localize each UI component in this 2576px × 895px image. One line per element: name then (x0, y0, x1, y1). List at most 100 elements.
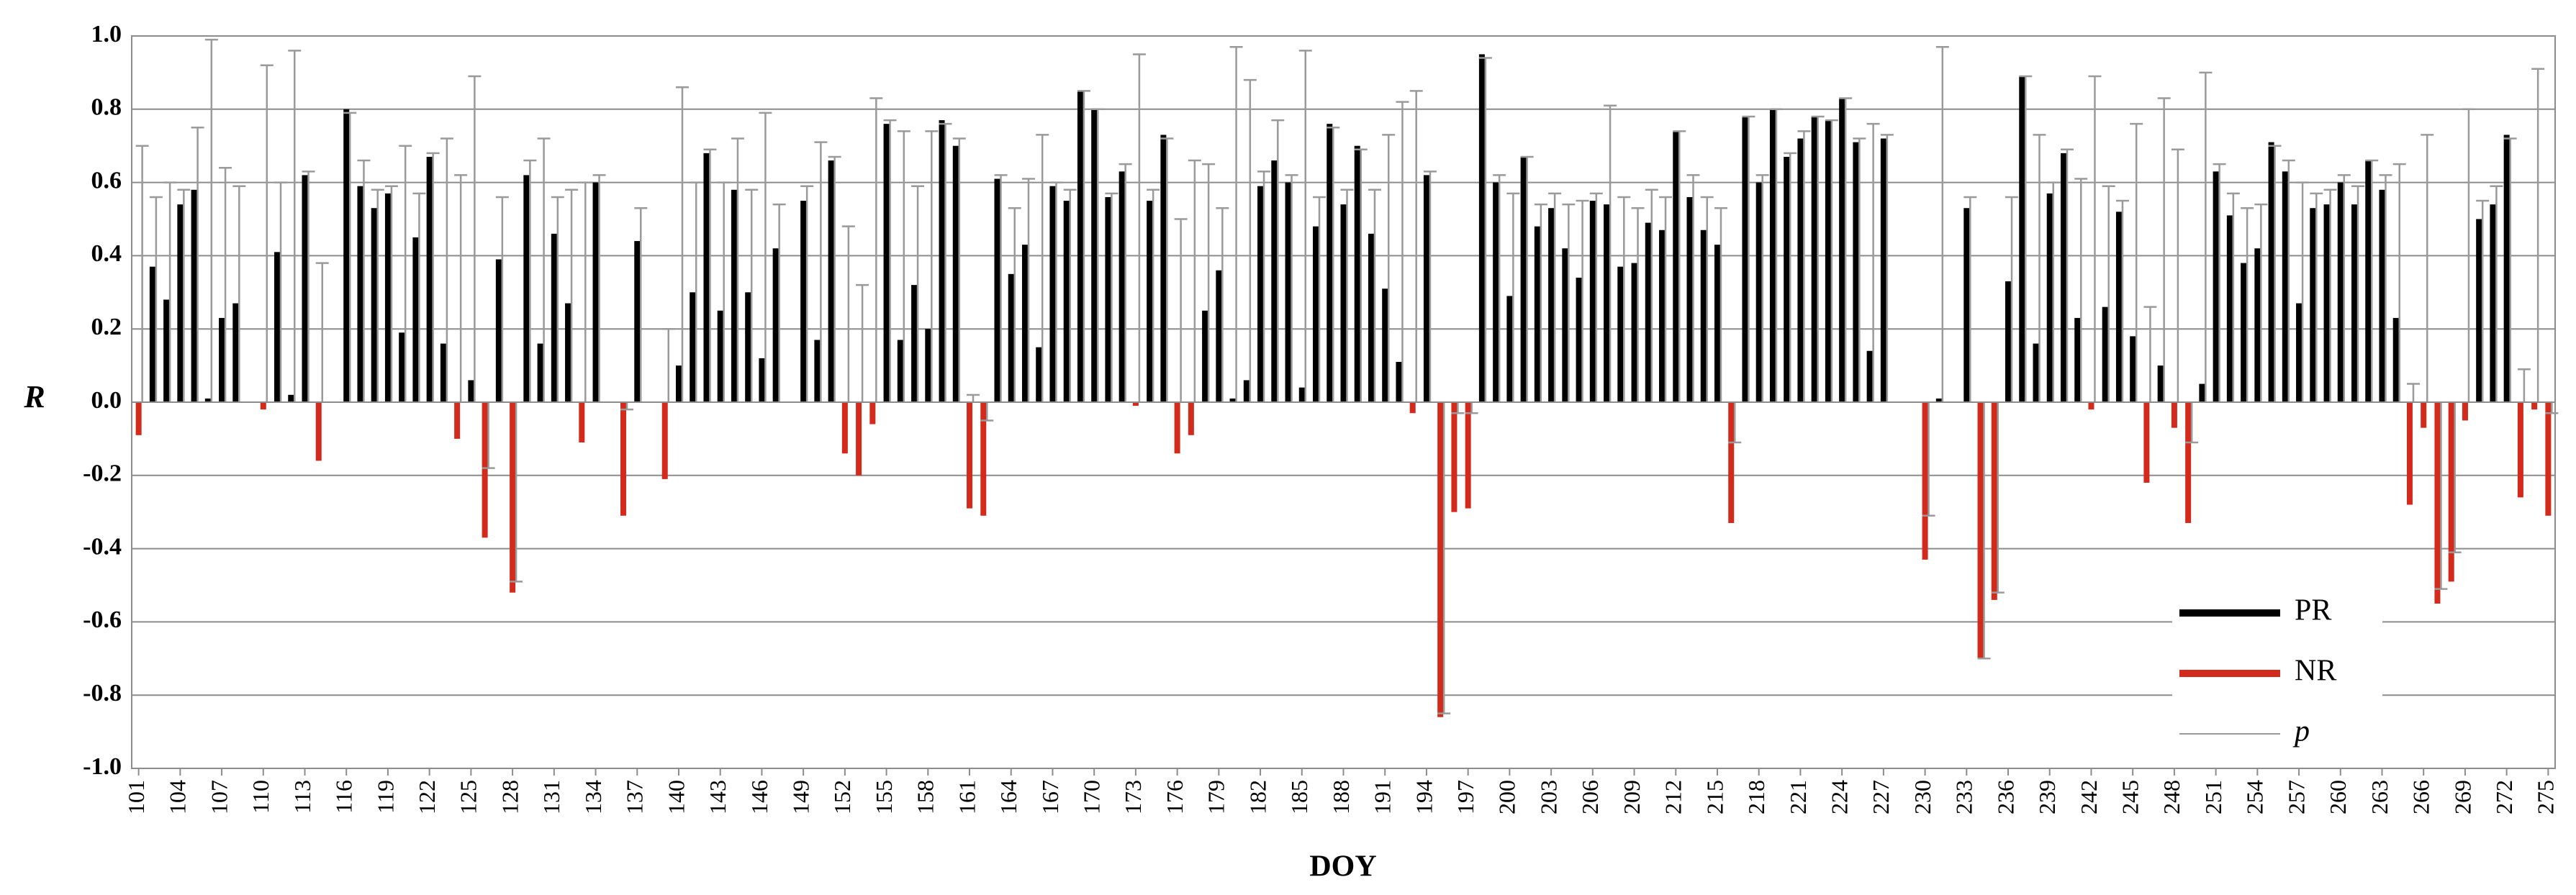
x-axis-label: DOY (1309, 850, 1376, 883)
bar (2157, 365, 2164, 402)
p-marker (1049, 181, 1063, 402)
bar (2185, 402, 2192, 523)
p-marker (1755, 174, 1769, 402)
p-marker (537, 137, 551, 402)
bar (1506, 296, 1513, 402)
x-tick-label: 164 (995, 780, 1021, 814)
bar (343, 109, 350, 403)
bar (426, 156, 433, 402)
bar (1118, 171, 1125, 402)
p-marker (371, 188, 384, 402)
bar (1202, 310, 1208, 402)
bar (219, 317, 225, 402)
y-tick-label: -1.0 (83, 753, 122, 780)
p-marker (1105, 192, 1118, 402)
bar (1811, 116, 1817, 403)
x-tick-label: 260 (2325, 780, 2351, 814)
p-marker (2365, 159, 2379, 402)
p-marker (703, 148, 717, 402)
p-marker (1589, 192, 1603, 402)
bar (204, 398, 211, 402)
p-marker (620, 402, 634, 411)
bar (2421, 402, 2427, 428)
bar (2282, 171, 2288, 402)
p-marker (1576, 199, 1589, 402)
bar (1659, 230, 1666, 402)
bar (2379, 189, 2385, 402)
bar (883, 124, 890, 402)
p-marker (1645, 188, 1658, 402)
p-marker (1742, 115, 1755, 402)
x-tick-label: 209 (1619, 780, 1645, 814)
bar (1784, 156, 1790, 402)
bar (1382, 289, 1388, 402)
p-marker (1313, 196, 1327, 402)
x-tick-label: 215 (1701, 780, 1727, 814)
bar (454, 402, 461, 439)
y-tick-label: -0.6 (83, 606, 122, 633)
bar (232, 303, 239, 402)
p-marker (2531, 68, 2545, 402)
p-marker (1769, 108, 1783, 402)
p-marker (2323, 188, 2337, 402)
legend-label: p (2292, 715, 2310, 748)
bar (1105, 196, 1111, 402)
p-marker (219, 166, 232, 402)
p-marker (523, 159, 537, 402)
p-marker (952, 137, 966, 402)
bar (1327, 124, 1333, 402)
p-marker (883, 119, 897, 402)
p-marker (1520, 155, 1534, 402)
p-marker (1631, 206, 1645, 402)
bar (1520, 156, 1527, 402)
p-marker (2199, 71, 2213, 402)
bar (1063, 201, 1070, 402)
y-tick-label: 0.8 (91, 94, 122, 121)
p-marker (191, 127, 204, 402)
y-tick-label: 0.2 (91, 314, 122, 340)
bar (274, 252, 281, 402)
bar (565, 303, 571, 402)
p-marker (288, 50, 302, 402)
x-tick-label: 110 (248, 780, 274, 814)
bar (620, 402, 627, 516)
bar (551, 233, 557, 402)
p-marker (440, 137, 453, 402)
p-marker (1021, 178, 1035, 402)
x-tick-label: 104 (165, 780, 191, 814)
bar (2115, 212, 2122, 402)
bar (2296, 303, 2302, 402)
bar (703, 153, 710, 402)
bar (2503, 135, 2510, 402)
bar (2046, 193, 2053, 402)
bar (675, 365, 682, 402)
bar (1174, 402, 1180, 454)
bar (2434, 402, 2441, 604)
bar (2392, 317, 2399, 402)
bar (814, 340, 821, 402)
bar (1977, 402, 1984, 659)
bar (1631, 263, 1637, 402)
p-marker (384, 185, 398, 402)
p-marker (717, 181, 731, 402)
p-marker (897, 130, 910, 402)
p-marker (994, 174, 1008, 402)
p-marker (634, 206, 648, 402)
bar (510, 402, 516, 593)
bar (1617, 266, 1624, 402)
p-marker (2310, 192, 2323, 402)
p-marker (357, 159, 371, 402)
p-marker (2254, 203, 2268, 402)
p-marker (1271, 119, 1285, 402)
bar (1935, 398, 1942, 402)
p-marker (1036, 134, 1049, 402)
bar (1354, 145, 1360, 402)
x-tick-label: 122 (414, 780, 440, 814)
bar (1147, 201, 1153, 402)
x-tick-label: 272 (2491, 780, 2517, 814)
x-tick-label: 221 (1785, 780, 1811, 814)
p-marker (1243, 78, 1257, 402)
p-marker (1562, 203, 1576, 402)
